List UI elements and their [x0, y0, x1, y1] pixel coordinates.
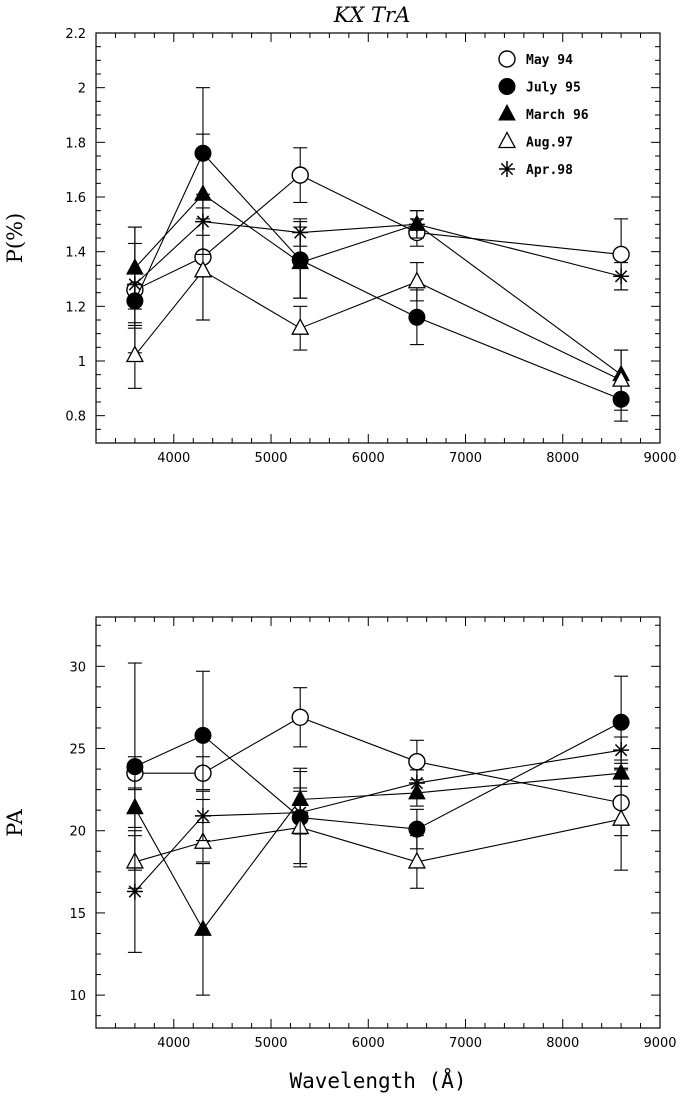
- plot-frame: [95, 616, 661, 1029]
- series-line: [134, 270, 622, 381]
- data-point: [407, 851, 426, 869]
- position-angle-panel: 4000 5000 6000 7000 8000 9000 10 15 20 25 30: [69, 616, 677, 1051]
- x-tick-label: 8000: [546, 451, 579, 466]
- legend-label: July 95: [526, 81, 581, 96]
- data-point: [291, 252, 310, 270]
- legend-label: May 94: [526, 53, 573, 68]
- asterisk-stroke: [410, 218, 424, 231]
- x-tick-label: 6000: [352, 1036, 385, 1051]
- data-point: [613, 268, 630, 285]
- data-point: [291, 317, 310, 335]
- asterisk-stroke: [196, 215, 210, 228]
- series-asterisk: [126, 736, 630, 953]
- y-tick-label: 2: [78, 82, 86, 97]
- data-point: [408, 752, 426, 771]
- y-tick-label: 10: [69, 989, 86, 1004]
- y-tick-label: 1.6: [65, 191, 86, 206]
- asterisk-stroke: [128, 278, 142, 291]
- data-point: [126, 797, 144, 815]
- x-tick-label: 4000: [157, 451, 190, 466]
- series-asterisk: [126, 207, 630, 327]
- y-tick-label: 1.4: [65, 246, 86, 261]
- data-point: [292, 804, 309, 821]
- legend-marker: [499, 161, 515, 177]
- data-point: [125, 345, 144, 363]
- data-point: [407, 271, 426, 289]
- chart-title: KX TrA: [333, 3, 411, 27]
- data-point: [292, 224, 309, 241]
- y-tick-label: 25: [69, 743, 86, 758]
- y-tick-label: 1.2: [65, 300, 86, 315]
- series-filled-triangle: [126, 759, 630, 996]
- legend-marker: [498, 103, 516, 121]
- legend-label: Aug.97: [526, 136, 573, 151]
- data-point: [408, 820, 426, 838]
- data-point: [194, 726, 212, 744]
- data-point: [612, 245, 630, 264]
- data-point: [194, 213, 211, 230]
- data-point: [126, 276, 143, 293]
- y-tick-label: 1.8: [65, 136, 86, 151]
- x-tick-label: 8000: [546, 1036, 579, 1051]
- data-point: [612, 369, 631, 387]
- y-axis-label-pa: PA: [3, 808, 27, 836]
- data-point: [194, 184, 212, 201]
- data-point: [408, 775, 425, 792]
- data-point: [612, 808, 631, 826]
- x-axis-label: Wavelength (Å): [289, 1067, 466, 1093]
- data-point: [408, 216, 425, 233]
- legend: May 94 July 95 March 96 Aug.97 Apr.98: [497, 50, 589, 178]
- x-tick-label: 5000: [254, 1036, 287, 1051]
- x-tick-label: 5000: [254, 451, 287, 466]
- x-tick-label: 7000: [449, 1036, 482, 1051]
- asterisk-stroke: [196, 809, 210, 823]
- series-open-triangle: [125, 221, 631, 411]
- data-point: [126, 758, 144, 776]
- legend-marker: [497, 131, 517, 149]
- data-point: [613, 742, 630, 759]
- data-point: [612, 713, 630, 731]
- y-tick-label: 30: [69, 660, 86, 675]
- y-tick-label: 2.2: [65, 27, 86, 42]
- x-tick-label: 4000: [157, 1036, 190, 1051]
- data-point: [194, 807, 211, 824]
- y-tick-label: 15: [69, 907, 86, 922]
- legend-marker: [498, 78, 516, 95]
- legend-label: March 96: [526, 108, 589, 123]
- data-point: [193, 260, 213, 278]
- asterisk-stroke: [294, 806, 307, 819]
- data-point: [194, 919, 212, 936]
- x-tick-label: 7000: [449, 451, 482, 466]
- legend-marker: [498, 50, 516, 68]
- asterisk-stroke: [500, 162, 514, 176]
- data-point: [408, 308, 426, 326]
- asterisk-stroke: [410, 776, 424, 790]
- x-tick-label: 6000: [352, 451, 385, 466]
- asterisk-stroke: [294, 226, 307, 239]
- legend-label: Apr.98: [526, 163, 573, 178]
- y-axis-label-p: P(%): [3, 213, 27, 263]
- series-open-circle: [126, 147, 630, 354]
- data-point: [291, 166, 309, 184]
- y-tick-label: 1: [78, 355, 86, 370]
- y-tick-label: 20: [69, 825, 86, 840]
- asterisk-stroke: [128, 885, 142, 898]
- polarization-panel: 4000 5000 6000 7000 8000 9000 0.8 1 1.2 1.4 1.6 1.8…: [65, 27, 676, 466]
- asterisk-stroke: [614, 743, 628, 757]
- data-point: [291, 708, 309, 726]
- series-open-triangle: [125, 767, 631, 889]
- y-tick-label: 0.8: [65, 410, 86, 425]
- asterisk-stroke: [614, 270, 628, 283]
- data-point: [126, 883, 143, 900]
- x-tick-label: 9000: [643, 1036, 676, 1051]
- x-tick-label: 9000: [643, 451, 676, 466]
- series-line: [134, 772, 622, 931]
